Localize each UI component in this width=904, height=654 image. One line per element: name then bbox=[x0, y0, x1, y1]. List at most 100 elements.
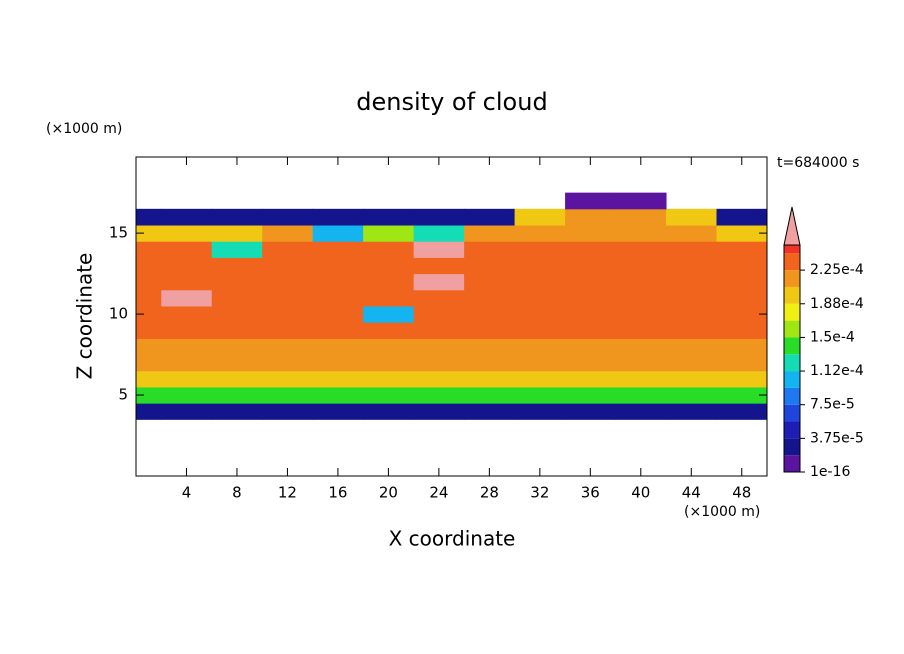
field-cell bbox=[514, 225, 566, 242]
field-cell bbox=[464, 257, 516, 275]
field-cell bbox=[161, 273, 213, 291]
field-cell bbox=[211, 208, 263, 226]
field-cell bbox=[363, 289, 415, 307]
colorbar-tick-label: 7.5e-5 bbox=[810, 397, 855, 413]
field-cell bbox=[565, 370, 617, 388]
field-cell bbox=[262, 403, 314, 420]
colorbar-band bbox=[784, 371, 800, 388]
field-cell bbox=[312, 354, 364, 372]
field-cell bbox=[262, 257, 314, 275]
field-cell bbox=[312, 289, 364, 307]
field-cell bbox=[464, 225, 516, 242]
colorbar-band bbox=[784, 303, 800, 321]
x-tick-label: 8 bbox=[232, 484, 242, 502]
field-cell bbox=[312, 257, 364, 275]
field-cell bbox=[754, 241, 768, 258]
field-cell bbox=[666, 208, 718, 226]
field-cell bbox=[666, 305, 718, 323]
colorbar-band bbox=[784, 286, 800, 304]
field-cell bbox=[716, 241, 755, 258]
field-cell bbox=[464, 289, 516, 307]
field-cell bbox=[754, 322, 768, 339]
x-tick-label: 44 bbox=[682, 484, 701, 502]
colorbar-band bbox=[784, 354, 800, 372]
field-cell bbox=[666, 241, 718, 258]
colorbar-tick-label: 1.88e-4 bbox=[810, 296, 864, 312]
field-cell bbox=[413, 257, 465, 275]
field-cell bbox=[754, 289, 768, 307]
field-cell bbox=[211, 354, 263, 372]
field-cell bbox=[413, 305, 465, 323]
field-cell bbox=[211, 322, 263, 339]
field-cell bbox=[262, 386, 314, 404]
field-cell bbox=[615, 225, 667, 242]
field-cell bbox=[754, 208, 768, 226]
field-cell bbox=[615, 289, 667, 307]
field-cell bbox=[262, 225, 314, 242]
field-cell bbox=[211, 370, 263, 388]
field-cell bbox=[161, 225, 213, 242]
x-tick-label: 28 bbox=[480, 484, 499, 502]
field-cell bbox=[413, 370, 465, 388]
field-cell bbox=[312, 225, 364, 242]
field-cell bbox=[514, 305, 566, 323]
field-cell bbox=[565, 305, 617, 323]
field-cell bbox=[262, 273, 314, 291]
field-cell bbox=[363, 257, 415, 275]
field-cell bbox=[312, 208, 364, 226]
field-cell bbox=[413, 208, 465, 226]
field-cell bbox=[363, 338, 415, 356]
field-cell bbox=[716, 403, 755, 420]
field-cell bbox=[413, 403, 465, 420]
colorbar-band bbox=[784, 438, 800, 456]
field-cell bbox=[716, 225, 755, 242]
field-cell bbox=[565, 208, 617, 226]
x-tick-label: 36 bbox=[581, 484, 600, 502]
field-cell bbox=[464, 370, 516, 388]
field-cell bbox=[565, 403, 617, 420]
field-cell bbox=[666, 370, 718, 388]
colorbar-band bbox=[784, 455, 800, 472]
field-cell bbox=[136, 241, 162, 258]
field-cell bbox=[363, 322, 415, 339]
y-tick-label: 10 bbox=[109, 305, 128, 323]
field-cell bbox=[262, 322, 314, 339]
field-cell bbox=[136, 289, 162, 307]
field-cell bbox=[666, 289, 718, 307]
field-cell bbox=[754, 354, 768, 372]
field-cell bbox=[565, 192, 617, 210]
field-cell bbox=[211, 273, 263, 291]
field-cell bbox=[615, 305, 667, 323]
field-cell bbox=[312, 338, 364, 356]
y-tick-label: 5 bbox=[118, 386, 128, 404]
field-cell bbox=[312, 322, 364, 339]
field-cell bbox=[615, 273, 667, 291]
x-tick-label: 32 bbox=[530, 484, 549, 502]
field-cell bbox=[262, 338, 314, 356]
field-cell bbox=[565, 225, 617, 242]
field-cell bbox=[514, 241, 566, 258]
field-cell bbox=[211, 403, 263, 420]
colorbar-band bbox=[784, 337, 800, 355]
field-cell bbox=[666, 386, 718, 404]
field-cell bbox=[161, 289, 213, 307]
field-cell bbox=[136, 386, 162, 404]
colorbar-band bbox=[784, 387, 800, 405]
field-cell bbox=[615, 208, 667, 226]
field-cell bbox=[666, 322, 718, 339]
field-cell bbox=[716, 305, 755, 323]
field-cell bbox=[666, 354, 718, 372]
field-cell bbox=[565, 322, 617, 339]
field-cell bbox=[615, 386, 667, 404]
field-cell bbox=[413, 386, 465, 404]
y-axis-label: Z coordinate bbox=[73, 253, 97, 380]
field-cell bbox=[514, 257, 566, 275]
field-cell bbox=[262, 354, 314, 372]
field-cell bbox=[464, 386, 516, 404]
chart-title: density of cloud bbox=[356, 88, 547, 116]
field-cell bbox=[565, 386, 617, 404]
field-cell bbox=[565, 338, 617, 356]
field-cell bbox=[161, 208, 213, 226]
field-cell bbox=[136, 322, 162, 339]
field-cell bbox=[161, 305, 213, 323]
